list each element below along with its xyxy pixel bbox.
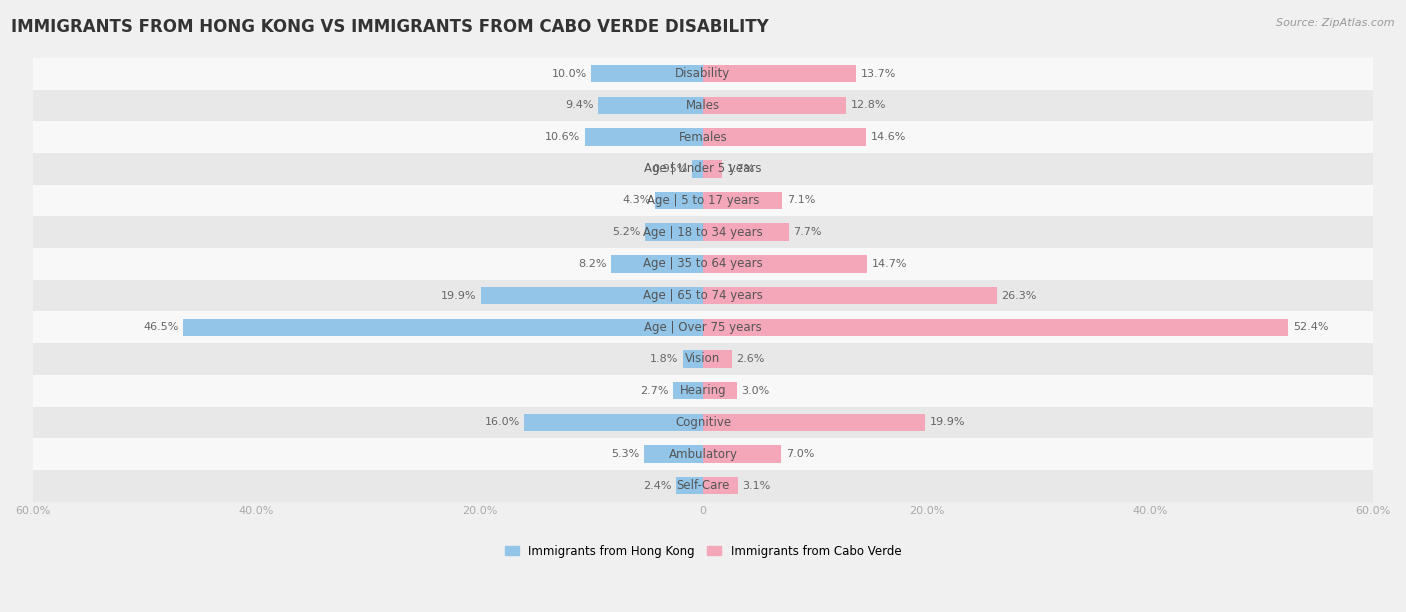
Bar: [598, 97, 703, 114]
Bar: [32, 280, 1374, 312]
Text: 2.6%: 2.6%: [737, 354, 765, 364]
Text: Vision: Vision: [685, 353, 721, 365]
Bar: [32, 470, 1374, 502]
Text: 10.0%: 10.0%: [551, 69, 586, 79]
Text: 3.1%: 3.1%: [742, 481, 770, 491]
Bar: [703, 160, 723, 177]
Bar: [703, 97, 846, 114]
Bar: [32, 121, 1374, 153]
Text: 46.5%: 46.5%: [143, 323, 179, 332]
Bar: [592, 65, 703, 83]
Text: 4.3%: 4.3%: [621, 195, 651, 206]
Bar: [703, 382, 737, 400]
Text: IMMIGRANTS FROM HONG KONG VS IMMIGRANTS FROM CABO VERDE DISABILITY: IMMIGRANTS FROM HONG KONG VS IMMIGRANTS …: [11, 18, 769, 36]
Text: Disability: Disability: [675, 67, 731, 80]
Text: 2.4%: 2.4%: [643, 481, 672, 491]
Text: 12.8%: 12.8%: [851, 100, 886, 110]
Text: Hearing: Hearing: [679, 384, 727, 397]
Text: Age | 5 to 17 years: Age | 5 to 17 years: [647, 194, 759, 207]
Text: 14.6%: 14.6%: [870, 132, 905, 142]
Bar: [703, 319, 1288, 336]
Bar: [683, 350, 703, 368]
Bar: [703, 223, 789, 241]
Bar: [703, 129, 866, 146]
Bar: [703, 287, 997, 304]
Bar: [32, 248, 1374, 280]
Text: Males: Males: [686, 99, 720, 112]
Bar: [32, 312, 1374, 343]
Bar: [32, 216, 1374, 248]
Text: 7.1%: 7.1%: [787, 195, 815, 206]
Text: 14.7%: 14.7%: [872, 259, 907, 269]
Text: Cognitive: Cognitive: [675, 416, 731, 429]
Bar: [692, 160, 703, 177]
Text: 2.7%: 2.7%: [640, 386, 668, 396]
Text: 7.7%: 7.7%: [793, 227, 823, 237]
Bar: [32, 438, 1374, 470]
Bar: [655, 192, 703, 209]
Text: Age | Under 5 years: Age | Under 5 years: [644, 162, 762, 175]
Bar: [644, 446, 703, 463]
Text: 0.95%: 0.95%: [652, 164, 688, 174]
Bar: [703, 65, 856, 83]
Text: 8.2%: 8.2%: [578, 259, 607, 269]
Text: 16.0%: 16.0%: [485, 417, 520, 427]
Text: 1.8%: 1.8%: [650, 354, 679, 364]
Bar: [32, 58, 1374, 89]
Bar: [524, 414, 703, 431]
Text: Females: Females: [679, 130, 727, 144]
Bar: [703, 477, 738, 494]
Bar: [585, 129, 703, 146]
Text: 7.0%: 7.0%: [786, 449, 814, 459]
Bar: [32, 185, 1374, 216]
Bar: [32, 343, 1374, 375]
Text: Age | 65 to 74 years: Age | 65 to 74 years: [643, 289, 763, 302]
Bar: [703, 414, 925, 431]
Bar: [612, 255, 703, 272]
Text: 13.7%: 13.7%: [860, 69, 896, 79]
Text: 5.3%: 5.3%: [612, 449, 640, 459]
Text: Self-Care: Self-Care: [676, 479, 730, 492]
Text: Source: ZipAtlas.com: Source: ZipAtlas.com: [1277, 18, 1395, 28]
Text: 9.4%: 9.4%: [565, 100, 593, 110]
Text: Age | Over 75 years: Age | Over 75 years: [644, 321, 762, 334]
Text: Age | 35 to 64 years: Age | 35 to 64 years: [643, 258, 763, 271]
Bar: [32, 153, 1374, 185]
Bar: [673, 382, 703, 400]
Text: 3.0%: 3.0%: [741, 386, 769, 396]
Bar: [32, 406, 1374, 438]
Text: 19.9%: 19.9%: [929, 417, 966, 427]
Bar: [703, 192, 782, 209]
Bar: [183, 319, 703, 336]
Bar: [703, 255, 868, 272]
Text: Ambulatory: Ambulatory: [668, 447, 738, 461]
Text: 19.9%: 19.9%: [440, 291, 477, 300]
Text: 1.7%: 1.7%: [727, 164, 755, 174]
Text: 10.6%: 10.6%: [546, 132, 581, 142]
Bar: [32, 89, 1374, 121]
Text: Age | 18 to 34 years: Age | 18 to 34 years: [643, 226, 763, 239]
Text: 52.4%: 52.4%: [1294, 323, 1329, 332]
Bar: [645, 223, 703, 241]
Text: 5.2%: 5.2%: [612, 227, 640, 237]
Bar: [703, 350, 733, 368]
Bar: [703, 446, 782, 463]
Bar: [32, 375, 1374, 406]
Bar: [676, 477, 703, 494]
Legend: Immigrants from Hong Kong, Immigrants from Cabo Verde: Immigrants from Hong Kong, Immigrants fr…: [501, 540, 905, 562]
Text: 26.3%: 26.3%: [1001, 291, 1036, 300]
Bar: [481, 287, 703, 304]
